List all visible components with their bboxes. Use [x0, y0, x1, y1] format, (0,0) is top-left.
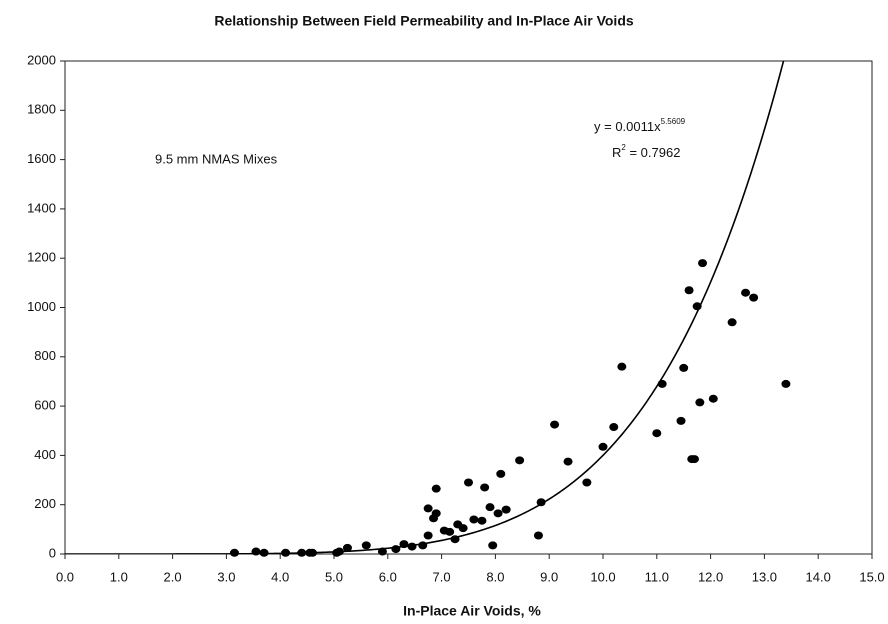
- data-point: [741, 288, 751, 297]
- data-point: [391, 545, 401, 554]
- x-tick-label: 0.0: [56, 569, 74, 584]
- data-point: [501, 505, 511, 514]
- data-point: [676, 416, 686, 425]
- trendline: [65, 61, 785, 554]
- data-point: [407, 542, 417, 551]
- data-point: [445, 527, 455, 536]
- y-tick-label: 400: [34, 447, 56, 462]
- annotation: 9.5 mm NMAS Mixes: [155, 151, 278, 166]
- data-point: [477, 516, 487, 525]
- x-tick-label: 8.0: [486, 569, 504, 584]
- data-point: [431, 484, 441, 493]
- data-point: [781, 379, 791, 388]
- y-tick-label: 1400: [27, 200, 56, 215]
- data-point: [488, 541, 498, 550]
- x-tick-label: 3.0: [217, 569, 235, 584]
- x-axis-label: In-Place Air Voids, %: [403, 603, 541, 619]
- data-point: [550, 420, 560, 429]
- data-point: [536, 498, 546, 507]
- data-point: [609, 423, 619, 432]
- x-tick-label: 1.0: [110, 569, 128, 584]
- data-point: [485, 503, 495, 512]
- y-tick-label: 2000: [27, 52, 56, 67]
- y-tick-label: 1200: [27, 250, 56, 265]
- chart-title: Relationship Between Field Permeability …: [214, 13, 634, 29]
- data-point: [533, 531, 543, 540]
- data-point: [496, 469, 506, 478]
- data-point: [679, 363, 689, 372]
- data-point: [582, 478, 592, 487]
- equation: y = 0.0011x5.5609: [594, 117, 686, 134]
- data-point: [689, 455, 699, 464]
- x-tick-label: 11.0: [645, 569, 669, 584]
- y-tick-label: 200: [34, 496, 56, 511]
- data-point: [251, 547, 261, 556]
- data-point: [598, 442, 608, 451]
- data-point: [342, 543, 352, 552]
- equation-text: y = 0.0011x: [594, 119, 661, 134]
- r-squared: R2 = 0.7962: [612, 143, 680, 160]
- data-point: [423, 504, 433, 513]
- data-point: [458, 524, 468, 533]
- data-point: [727, 318, 737, 327]
- data-point: [450, 535, 460, 544]
- data-point: [418, 541, 428, 550]
- data-point: [259, 548, 269, 557]
- x-tick-label: 15.0: [859, 569, 884, 584]
- y-tick-label: 1000: [27, 299, 56, 314]
- data-point: [695, 398, 705, 407]
- y-tick-label: 800: [34, 348, 56, 363]
- data-point: [515, 456, 525, 465]
- data-point: [297, 548, 307, 557]
- data-point: [377, 547, 387, 556]
- data-point: [469, 515, 479, 524]
- data-point: [423, 531, 433, 540]
- data-point: [708, 394, 718, 403]
- x-tick-label: 9.0: [540, 569, 558, 584]
- y-tick-label: 1800: [27, 102, 56, 117]
- data-point: [399, 540, 409, 549]
- equation-exponent: 5.5609: [661, 117, 686, 126]
- x-tick-label: 2.0: [164, 569, 182, 584]
- data-point: [657, 379, 667, 388]
- data-point: [229, 548, 239, 557]
- x-tick-label: 10.0: [590, 569, 615, 584]
- x-tick-label: 12.0: [698, 569, 723, 584]
- r-squared-text: R: [612, 145, 621, 160]
- data-point: [749, 293, 759, 302]
- data-point: [431, 509, 441, 518]
- data-point: [281, 548, 291, 557]
- data-point: [617, 362, 627, 371]
- data-point: [692, 302, 702, 311]
- y-tick-label: 600: [34, 398, 56, 413]
- x-tick-label: 13.0: [752, 569, 777, 584]
- r-squared-value: = 0.7962: [626, 145, 681, 160]
- x-tick-label: 4.0: [271, 569, 289, 584]
- data-point: [334, 547, 344, 556]
- x-tick-label: 7.0: [433, 569, 451, 584]
- x-tick-label: 6.0: [379, 569, 397, 584]
- x-tick-label: 14.0: [806, 569, 831, 584]
- data-point: [464, 478, 473, 487]
- data-point: [480, 483, 490, 492]
- data-point: [652, 429, 662, 438]
- data-point: [361, 541, 371, 550]
- y-tick-label: 1600: [27, 151, 56, 166]
- x-tick-label: 5.0: [325, 569, 343, 584]
- data-point: [307, 548, 317, 557]
- data-point: [493, 509, 503, 518]
- data-point: [563, 457, 573, 466]
- data-point: [684, 286, 694, 295]
- data-point: [698, 259, 708, 268]
- y-tick-label: 0: [49, 545, 56, 560]
- r-squared-sup: 2: [621, 143, 626, 152]
